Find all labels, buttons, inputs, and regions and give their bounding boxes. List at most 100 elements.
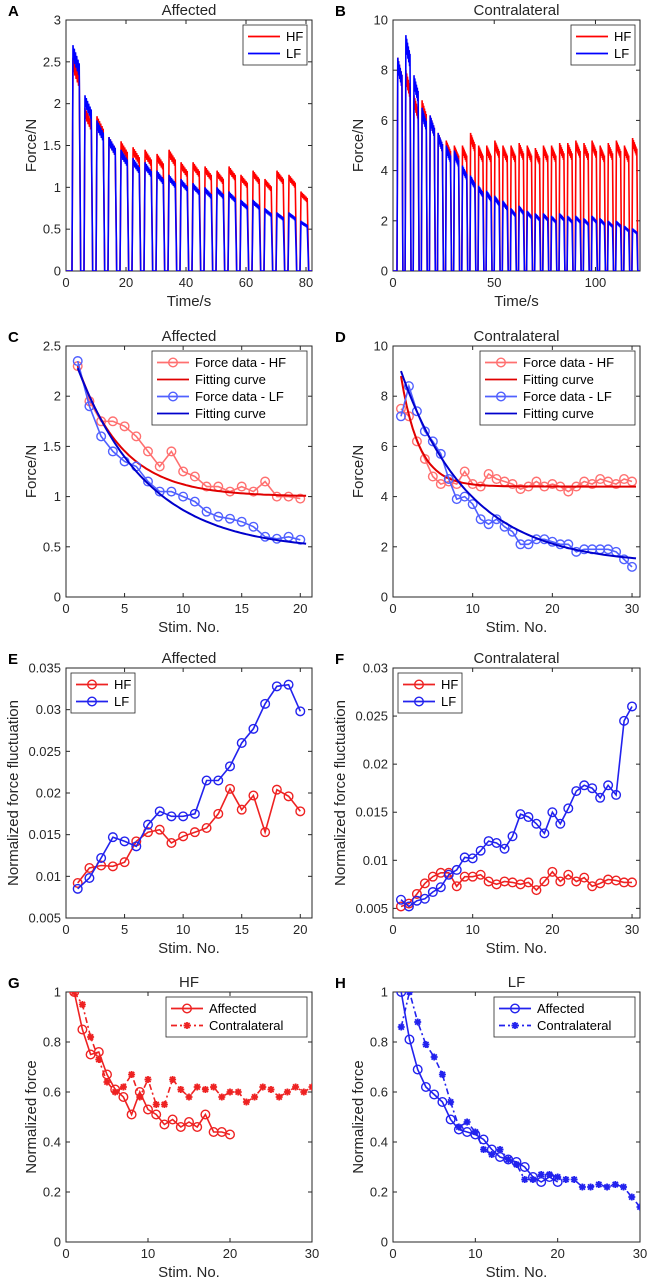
fit-curve — [400, 370, 637, 560]
data-point — [570, 1176, 578, 1183]
data-point — [87, 1033, 95, 1041]
series-line-lf — [400, 706, 633, 908]
y-tick-label: 0 — [381, 264, 388, 279]
y-tick-label: 0 — [54, 590, 61, 605]
x-tick-label: 100 — [585, 275, 607, 290]
data-point — [438, 1071, 446, 1078]
legend-label: HF — [286, 29, 303, 44]
axes-box — [65, 345, 313, 598]
legend-label: Fitting curve — [523, 372, 594, 387]
data-point — [224, 761, 235, 772]
y-tick-label: 1 — [381, 985, 388, 1000]
data-point — [507, 831, 518, 842]
legend-marker — [414, 696, 425, 707]
data-point — [422, 1041, 430, 1048]
y-tick-label: 3 — [54, 13, 61, 28]
x-tick-label: 0 — [389, 922, 396, 937]
data-point — [154, 461, 165, 472]
data-point — [189, 471, 200, 482]
data-point — [619, 554, 630, 565]
data-point — [587, 783, 598, 794]
y-tick-label: 6 — [381, 439, 388, 454]
legend-marker — [86, 696, 97, 707]
data-point — [451, 864, 462, 875]
x-tick-label: 20 — [545, 922, 559, 937]
panel-letter: E — [8, 651, 18, 668]
panel-letter: B — [335, 3, 346, 20]
series-line-force-data---lf — [76, 360, 301, 541]
y-tick-label: 0 — [381, 1235, 388, 1250]
data-point — [136, 1093, 144, 1101]
legend-label: HF — [614, 29, 631, 44]
legend-label: Contralateral — [209, 1018, 284, 1033]
series-line-contralateral — [400, 992, 640, 1208]
data-point — [103, 1078, 111, 1086]
data-point — [578, 1183, 586, 1191]
y-axis-label: Normalized force — [350, 1060, 367, 1173]
legend: Affected Contralateral — [165, 996, 308, 1038]
legend-label: Affected — [209, 1001, 256, 1016]
y-tick-label: 6 — [381, 113, 388, 128]
data-point — [193, 1083, 201, 1091]
y-tick-label: 0.025 — [355, 709, 388, 724]
data-point — [271, 491, 282, 502]
x-axis-label: Stim. No. — [486, 1264, 548, 1281]
x-tick-label: 0 — [389, 275, 396, 290]
data-point — [579, 872, 590, 883]
y-tick-label: 8 — [381, 389, 388, 404]
data-point — [178, 491, 189, 502]
data-point — [126, 1109, 137, 1120]
legend-label: LF — [286, 46, 301, 61]
x-tick-label: 10 — [176, 922, 190, 937]
data-point — [295, 493, 306, 504]
data-point — [84, 873, 95, 884]
data-point — [555, 818, 566, 829]
data-point — [537, 1171, 545, 1178]
axes-box — [392, 991, 641, 1243]
data-point — [491, 838, 502, 849]
data-point — [72, 883, 83, 894]
data-point — [119, 421, 130, 432]
data-point — [167, 1114, 178, 1125]
legend: HF LF — [570, 24, 636, 66]
data-point — [521, 1176, 529, 1183]
x-tick-label: 10 — [465, 922, 479, 937]
panel-title: Affected — [162, 650, 217, 667]
y-tick-label: 2 — [54, 389, 61, 404]
y-tick-label: 0.02 — [36, 786, 61, 801]
data-point — [483, 469, 494, 480]
data-point — [611, 789, 622, 800]
plot-area — [395, 701, 638, 912]
data-point — [395, 411, 406, 422]
data-point — [419, 878, 430, 889]
data-point — [111, 1088, 119, 1096]
legend-label: Affected — [537, 1001, 584, 1016]
data-point — [213, 511, 224, 522]
legend-label: Fitting curve — [523, 406, 594, 421]
data-point — [412, 1064, 423, 1075]
y-tick-label: 1.5 — [43, 138, 61, 153]
fit-curve — [76, 365, 307, 497]
data-point — [403, 901, 414, 912]
legend-label: Contralateral — [537, 1018, 612, 1033]
data-point — [547, 807, 558, 818]
legend-label: Fitting curve — [195, 372, 266, 387]
plot-area — [66, 45, 312, 271]
legend: HF LF — [242, 24, 308, 66]
data-point — [107, 446, 118, 457]
panel-letter: A — [8, 3, 19, 20]
x-tick-label: 0 — [62, 275, 69, 290]
data-point — [267, 1086, 275, 1093]
data-point — [183, 1116, 194, 1127]
data-point — [459, 491, 470, 502]
plot-area — [395, 370, 638, 572]
y-tick-label: 0.025 — [28, 744, 61, 759]
plot-area — [72, 679, 306, 894]
legend: Force data - HF Fitting curve Force data -… — [151, 350, 308, 426]
panel-title: Contralateral — [474, 650, 560, 667]
data-point — [248, 521, 259, 532]
data-point — [178, 831, 189, 842]
data-point — [95, 1056, 103, 1063]
data-point — [159, 1119, 170, 1130]
plot-area — [396, 992, 640, 1211]
